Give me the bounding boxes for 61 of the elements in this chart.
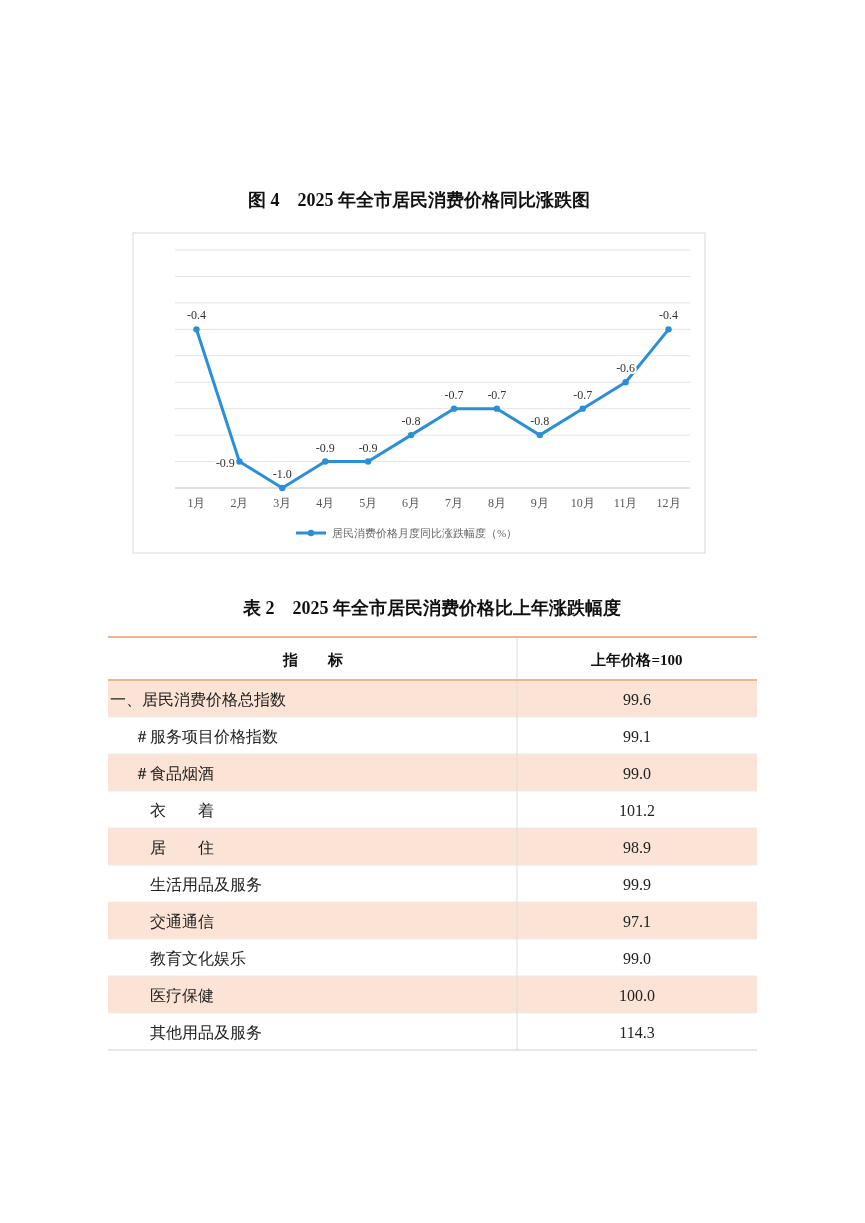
- data-label: 97.1: [623, 912, 651, 930]
- category-label: ＃食品烟酒: [134, 764, 214, 782]
- data-label: 114.3: [619, 1023, 655, 1041]
- text: 表 2 2025 年全市居民消费价格比上年涨跌幅度: [242, 598, 621, 618]
- x-tick-label: 2月: [230, 496, 249, 510]
- category-label: 其他用品及服务: [150, 1023, 262, 1041]
- data-label: 100.0: [619, 986, 655, 1004]
- point: [236, 458, 243, 465]
- point: [407, 431, 415, 439]
- data-label: -0.6: [616, 361, 636, 376]
- x-tick-label: 5月: [359, 496, 378, 510]
- point: [622, 379, 629, 386]
- data-label: 99.6: [623, 690, 651, 708]
- data-label: -0.4: [659, 308, 679, 323]
- x-tick-label: 7月: [444, 496, 463, 510]
- legend-label: 居民消费价格月度同比涨跌幅度（%）: [332, 527, 518, 539]
- data-label: -0.4: [186, 308, 206, 323]
- x-tick-label: 1月: [187, 496, 206, 510]
- x-tick-label: 12月: [656, 496, 681, 510]
- x-tick-label: 8月: [487, 496, 506, 510]
- point: [193, 326, 200, 333]
- category-label: 教育文化娱乐: [150, 949, 246, 967]
- text: 上年价格=100: [590, 652, 683, 668]
- data-label: -0.9: [315, 440, 335, 455]
- data-label: -1.0: [272, 467, 292, 481]
- category-label: 交通通信: [150, 912, 214, 930]
- text: 指 标: [281, 652, 343, 668]
- category-label: 衣 着: [150, 801, 214, 819]
- chart-title: 图 4 2025 年全市居民消费价格同比涨跌图: [248, 190, 590, 210]
- data-label: 98.9: [623, 838, 651, 856]
- x-tick-label: 9月: [530, 496, 549, 510]
- category-label: 生活用品及服务: [150, 875, 262, 893]
- point: [536, 431, 543, 439]
- data-label: -0.7: [487, 387, 507, 402]
- point: [665, 326, 672, 333]
- data-label: -0.8: [401, 414, 421, 429]
- point: [450, 405, 458, 412]
- x-tick-label: 11月: [613, 496, 638, 510]
- point: [579, 405, 586, 412]
- data-label: -0.8: [530, 414, 550, 429]
- data-label: 99.9: [623, 875, 651, 893]
- point: [279, 484, 286, 492]
- data-label: 101.2: [619, 801, 655, 819]
- category-label: ＃服务项目价格指数: [134, 727, 278, 745]
- point: [493, 405, 501, 412]
- x-tick-label: 6月: [402, 496, 421, 510]
- data-label: 99.0: [623, 949, 651, 967]
- x-tick-label: 4月: [316, 496, 335, 510]
- category-label: 一、居民消费价格总指数: [110, 690, 286, 708]
- data-label: 99.0: [623, 764, 651, 782]
- data-label: -0.9: [215, 455, 235, 470]
- data-label: -0.9: [358, 440, 378, 455]
- x-tick-label: 10月: [570, 496, 595, 510]
- x-tick-label: 3月: [273, 496, 292, 510]
- data-label: -0.7: [573, 387, 593, 402]
- point: [322, 458, 329, 465]
- category-label: 居 住: [150, 838, 214, 856]
- data-label: -0.7: [444, 387, 464, 402]
- point: [364, 458, 372, 465]
- data-label: 99.1: [623, 727, 651, 745]
- category-label: 医疗保健: [150, 986, 214, 1004]
